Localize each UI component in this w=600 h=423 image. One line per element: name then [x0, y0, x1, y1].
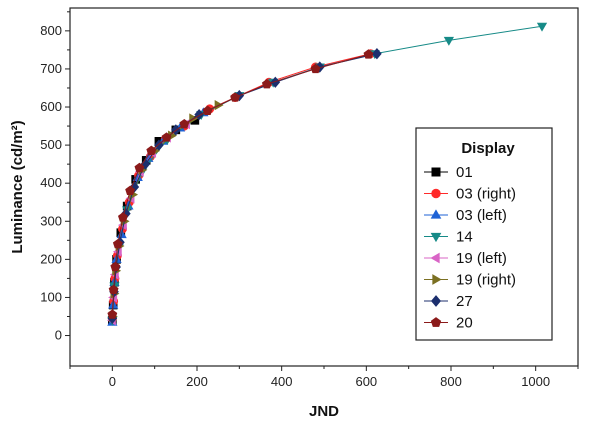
data-point: [430, 209, 442, 219]
legend-label: 19 (left): [456, 250, 507, 267]
data-point: [154, 139, 164, 151]
legend-label: 03 (right): [456, 186, 516, 203]
data-point: [430, 295, 442, 307]
data-point: [372, 48, 382, 60]
data-point: [179, 118, 190, 129]
data-point: [134, 162, 145, 173]
legend-label: 27: [456, 293, 473, 310]
y-tick-label: 300: [40, 213, 62, 228]
y-tick-label: 0: [55, 328, 62, 343]
data-point: [117, 212, 128, 222]
x-tick-label: 1000: [521, 374, 550, 389]
legend-item: 14: [424, 229, 473, 246]
x-tick-label: 200: [186, 374, 208, 389]
x-tick-label: 600: [355, 374, 377, 389]
legend: Display 01 03 (right) 03 (left) 14 19 (left)…: [415, 127, 553, 341]
legend-label: 20: [456, 315, 473, 332]
x-tick-label: 800: [440, 374, 462, 389]
data-point: [430, 252, 440, 264]
data-point: [432, 274, 442, 285]
data-point: [363, 49, 374, 59]
data-point: [430, 317, 442, 327]
legend-label: 14: [456, 229, 473, 246]
y-axis-title: Luminance (cd/m²): [9, 120, 26, 253]
legend-label: 19 (right): [456, 272, 516, 289]
legend-label: 01: [456, 164, 473, 181]
y-tick-label: 800: [40, 23, 62, 38]
series-27: [107, 48, 382, 325]
series-20: [107, 49, 374, 319]
series-layer: [106, 22, 548, 326]
y-tick-label: 700: [40, 61, 62, 76]
data-point: [161, 132, 172, 142]
legend-item: 19 (left): [424, 250, 507, 267]
data-point: [129, 181, 140, 193]
legend-item: 19 (right): [424, 272, 516, 289]
legend-items: 01 03 (right) 03 (left) 14 19 (left) 19 (righ…: [424, 164, 516, 332]
series-03-right-: [107, 49, 376, 323]
data-point: [431, 188, 441, 199]
data-point: [107, 309, 118, 319]
data-point: [443, 36, 455, 46]
legend-item: 27: [424, 293, 473, 310]
legend-item: 03 (left): [424, 207, 507, 224]
data-point: [125, 185, 136, 195]
data-point: [112, 238, 123, 249]
y-tick-label: 200: [40, 251, 62, 266]
y-tick-label: 600: [40, 99, 62, 114]
legend-item: 03 (right): [424, 186, 516, 203]
data-point: [202, 105, 213, 116]
data-point: [108, 284, 119, 295]
axis-ticks: 0 200 400 600 800 1000 0 100 200 300 400 500 600 700 8…: [40, 11, 579, 389]
data-point: [146, 145, 157, 156]
legend-title: Display: [461, 140, 515, 157]
data-point: [536, 22, 548, 32]
data-point: [230, 92, 241, 102]
x-axis-title: JND: [309, 403, 339, 420]
data-point: [310, 63, 321, 74]
y-tick-label: 100: [40, 289, 62, 304]
legend-item: 01: [424, 164, 473, 181]
y-tick-label: 500: [40, 137, 62, 152]
x-tick-label: 400: [271, 374, 293, 389]
data-point: [194, 108, 204, 121]
data-point: [431, 167, 441, 177]
y-tick-label: 400: [40, 175, 62, 190]
data-point: [261, 78, 272, 89]
data-point: [430, 232, 442, 243]
legend-label: 03 (left): [456, 207, 507, 224]
x-tick-label: 0: [109, 374, 116, 389]
data-point: [110, 261, 121, 272]
legend-item: 20: [424, 315, 473, 332]
